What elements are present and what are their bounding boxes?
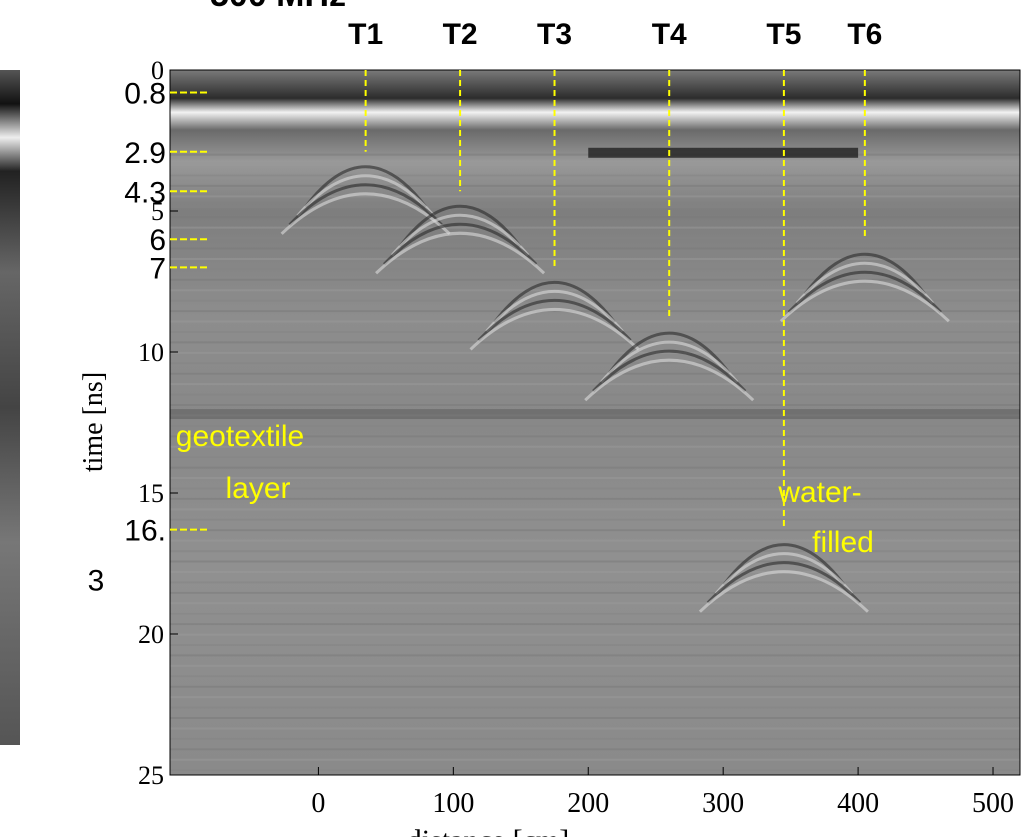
reflection-hyperbolas bbox=[280, 165, 950, 613]
hyperbola-arc bbox=[288, 183, 443, 226]
chart-title-fragment: 500 MHz bbox=[210, 0, 346, 14]
marker-label: T1 bbox=[348, 18, 383, 51]
depth-mark-label-cont: 3 bbox=[88, 565, 105, 598]
hyperbola-arc bbox=[398, 204, 522, 248]
hyperbola-arc bbox=[795, 261, 934, 305]
hyperbola-arc bbox=[608, 331, 731, 375]
hyperbola-arc bbox=[304, 165, 427, 208]
x-tick-label: 300 bbox=[702, 788, 744, 819]
y-tick-label: 0 bbox=[151, 56, 164, 85]
hyperbola-arc bbox=[592, 349, 747, 393]
marker-label: T3 bbox=[537, 18, 572, 51]
hyperbola-arc bbox=[779, 279, 950, 323]
depth-mark-label: 2.9 bbox=[124, 137, 166, 170]
hyperbola-arc bbox=[722, 543, 846, 586]
side-strip-image bbox=[0, 70, 20, 745]
trench-markers: T1 T2 T3 T4 T5 T6 bbox=[348, 18, 882, 530]
y-tick-label: 10 bbox=[138, 338, 164, 367]
x-axis-label: distance [cm] bbox=[407, 824, 569, 837]
marker-label: T4 bbox=[652, 18, 687, 51]
y-tick-label: 15 bbox=[138, 479, 164, 508]
hyperbola-arc bbox=[382, 222, 538, 266]
annotation-geotextile-line2: layer bbox=[225, 472, 290, 505]
hyperbola-arc bbox=[787, 270, 942, 314]
depth-mark-label: 0.8 bbox=[124, 78, 166, 111]
y-tick-label: 25 bbox=[138, 761, 164, 790]
hyperbola-arc bbox=[714, 552, 854, 595]
marker-label: T5 bbox=[766, 18, 801, 51]
depth-mark-label: 6 bbox=[149, 224, 166, 257]
marker-label: T2 bbox=[443, 18, 478, 51]
hyperbola-arc bbox=[477, 299, 632, 342]
annotation-water-line1: water- bbox=[777, 476, 861, 509]
depth-mark-label: 16. bbox=[124, 515, 166, 548]
y-tick-label: 5 bbox=[151, 197, 164, 226]
hyperbola-arc bbox=[706, 561, 861, 604]
annotation-geotextile-line1: geotextile bbox=[176, 420, 304, 453]
hyperbola-arc bbox=[485, 289, 624, 333]
annotation-water-filled: water- filled bbox=[777, 476, 874, 559]
geotextile-reflection-band bbox=[170, 409, 1020, 420]
plot-frame bbox=[169, 69, 1021, 776]
depth-mark-label: 4.3 bbox=[124, 176, 166, 209]
x-tick-label: 500 bbox=[972, 788, 1014, 819]
annotation-geotextile: geotextile layer bbox=[176, 420, 304, 505]
radargram-image bbox=[169, 69, 1021, 776]
hyperbola-arc bbox=[600, 340, 739, 384]
x-tick-label: 400 bbox=[837, 788, 879, 819]
marker-label: T6 bbox=[847, 18, 882, 51]
radargram-plot-area bbox=[169, 69, 1021, 776]
x-tick-label: 100 bbox=[432, 788, 474, 819]
strong-reflector-band bbox=[588, 147, 859, 158]
annotation-water-line2: filled bbox=[812, 526, 874, 559]
x-axis-ticks: 0 100 200 300 400 500 bbox=[311, 767, 1014, 819]
background-reflection-stripes bbox=[170, 147, 1020, 772]
hyperbola-arc bbox=[469, 308, 640, 351]
hyperbola-arc bbox=[375, 231, 546, 275]
hyperbola-arc bbox=[296, 174, 435, 217]
hyperbola-arc bbox=[493, 280, 616, 324]
y-tick-label: 20 bbox=[138, 620, 164, 649]
hyperbola-arc bbox=[803, 252, 927, 296]
x-tick-label: 0 bbox=[311, 788, 325, 819]
hyperbola-arc bbox=[390, 213, 530, 257]
x-tick-label: 200 bbox=[567, 788, 609, 819]
y-axis-label: time [ns] bbox=[78, 372, 109, 472]
depth-marks: 0.8 2.9 4.3 67 16. 3 bbox=[88, 78, 208, 598]
depth-mark-label: 7 bbox=[149, 252, 166, 285]
hyperbola-arc bbox=[698, 570, 869, 613]
hyperbola-arc bbox=[584, 358, 755, 402]
y-axis-ticks: 0 5 10 15 20 25 bbox=[138, 56, 178, 790]
